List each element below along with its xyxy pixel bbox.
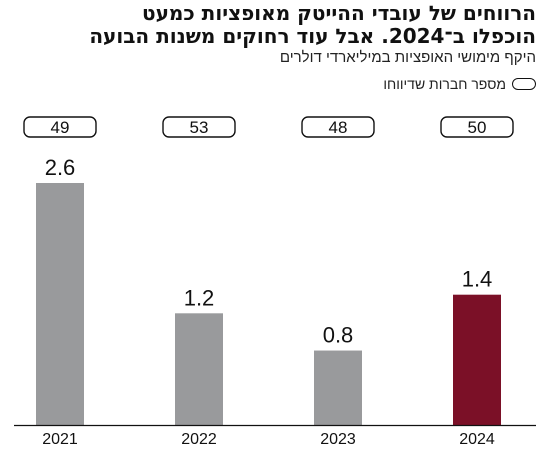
- bar-2021: [36, 183, 84, 425]
- companies-pills-group: 49 53 48 50: [23, 116, 514, 138]
- x-tick-label-2024: 2024: [459, 431, 495, 448]
- companies-pill-2023: [301, 116, 375, 138]
- value-label-2022: 1.2: [184, 285, 215, 310]
- companies-pill-2024: [440, 116, 514, 138]
- companies-count-2022: 53: [190, 118, 209, 137]
- companies-count-2021: 49: [51, 118, 70, 137]
- x-tick-label-2023: 2023: [320, 431, 356, 448]
- legend: מספר חברות שדיווחו: [14, 76, 536, 92]
- value-label-2023: 0.8: [323, 323, 354, 348]
- companies-pill-2022: [162, 116, 236, 138]
- legend-label: מספר חברות שדיווחו: [383, 76, 506, 92]
- value-labels-group: 2.6 1.2 0.8 1.4: [45, 155, 493, 348]
- bar-2024: [453, 294, 501, 425]
- companies-pill-2021: [23, 116, 97, 138]
- bar-2023: [314, 350, 362, 425]
- chart-header: הרווחים של עובדי ההייטק מאופציות כמעט הו…: [14, 0, 536, 92]
- title-line-1: הרווחים של עובדי ההייטק מאופציות כמעט: [142, 1, 536, 25]
- companies-count-2023: 48: [329, 118, 348, 137]
- x-tick-labels-group: 2021 2022 2023 2024: [42, 431, 495, 448]
- companies-count-2024: 50: [468, 118, 487, 137]
- x-tick-label-2021: 2021: [42, 431, 78, 448]
- value-label-2024: 1.4: [462, 267, 493, 292]
- x-tick-label-2022: 2022: [181, 431, 217, 448]
- value-label-2021: 2.6: [45, 155, 76, 180]
- chart-subtitle: היקף מימושי האופציות במיליארדי דולרים: [279, 49, 536, 66]
- title-line-2: הוכפלו ב־2024. אבל עוד רחוקים משנות הבוע…: [89, 24, 536, 48]
- legend-pill-icon: [512, 78, 536, 90]
- bar-2022: [175, 313, 223, 425]
- chart-title: הרווחים של עובדי ההייטק מאופציות כמעט הו…: [14, 2, 536, 48]
- bars-group: [36, 183, 501, 425]
